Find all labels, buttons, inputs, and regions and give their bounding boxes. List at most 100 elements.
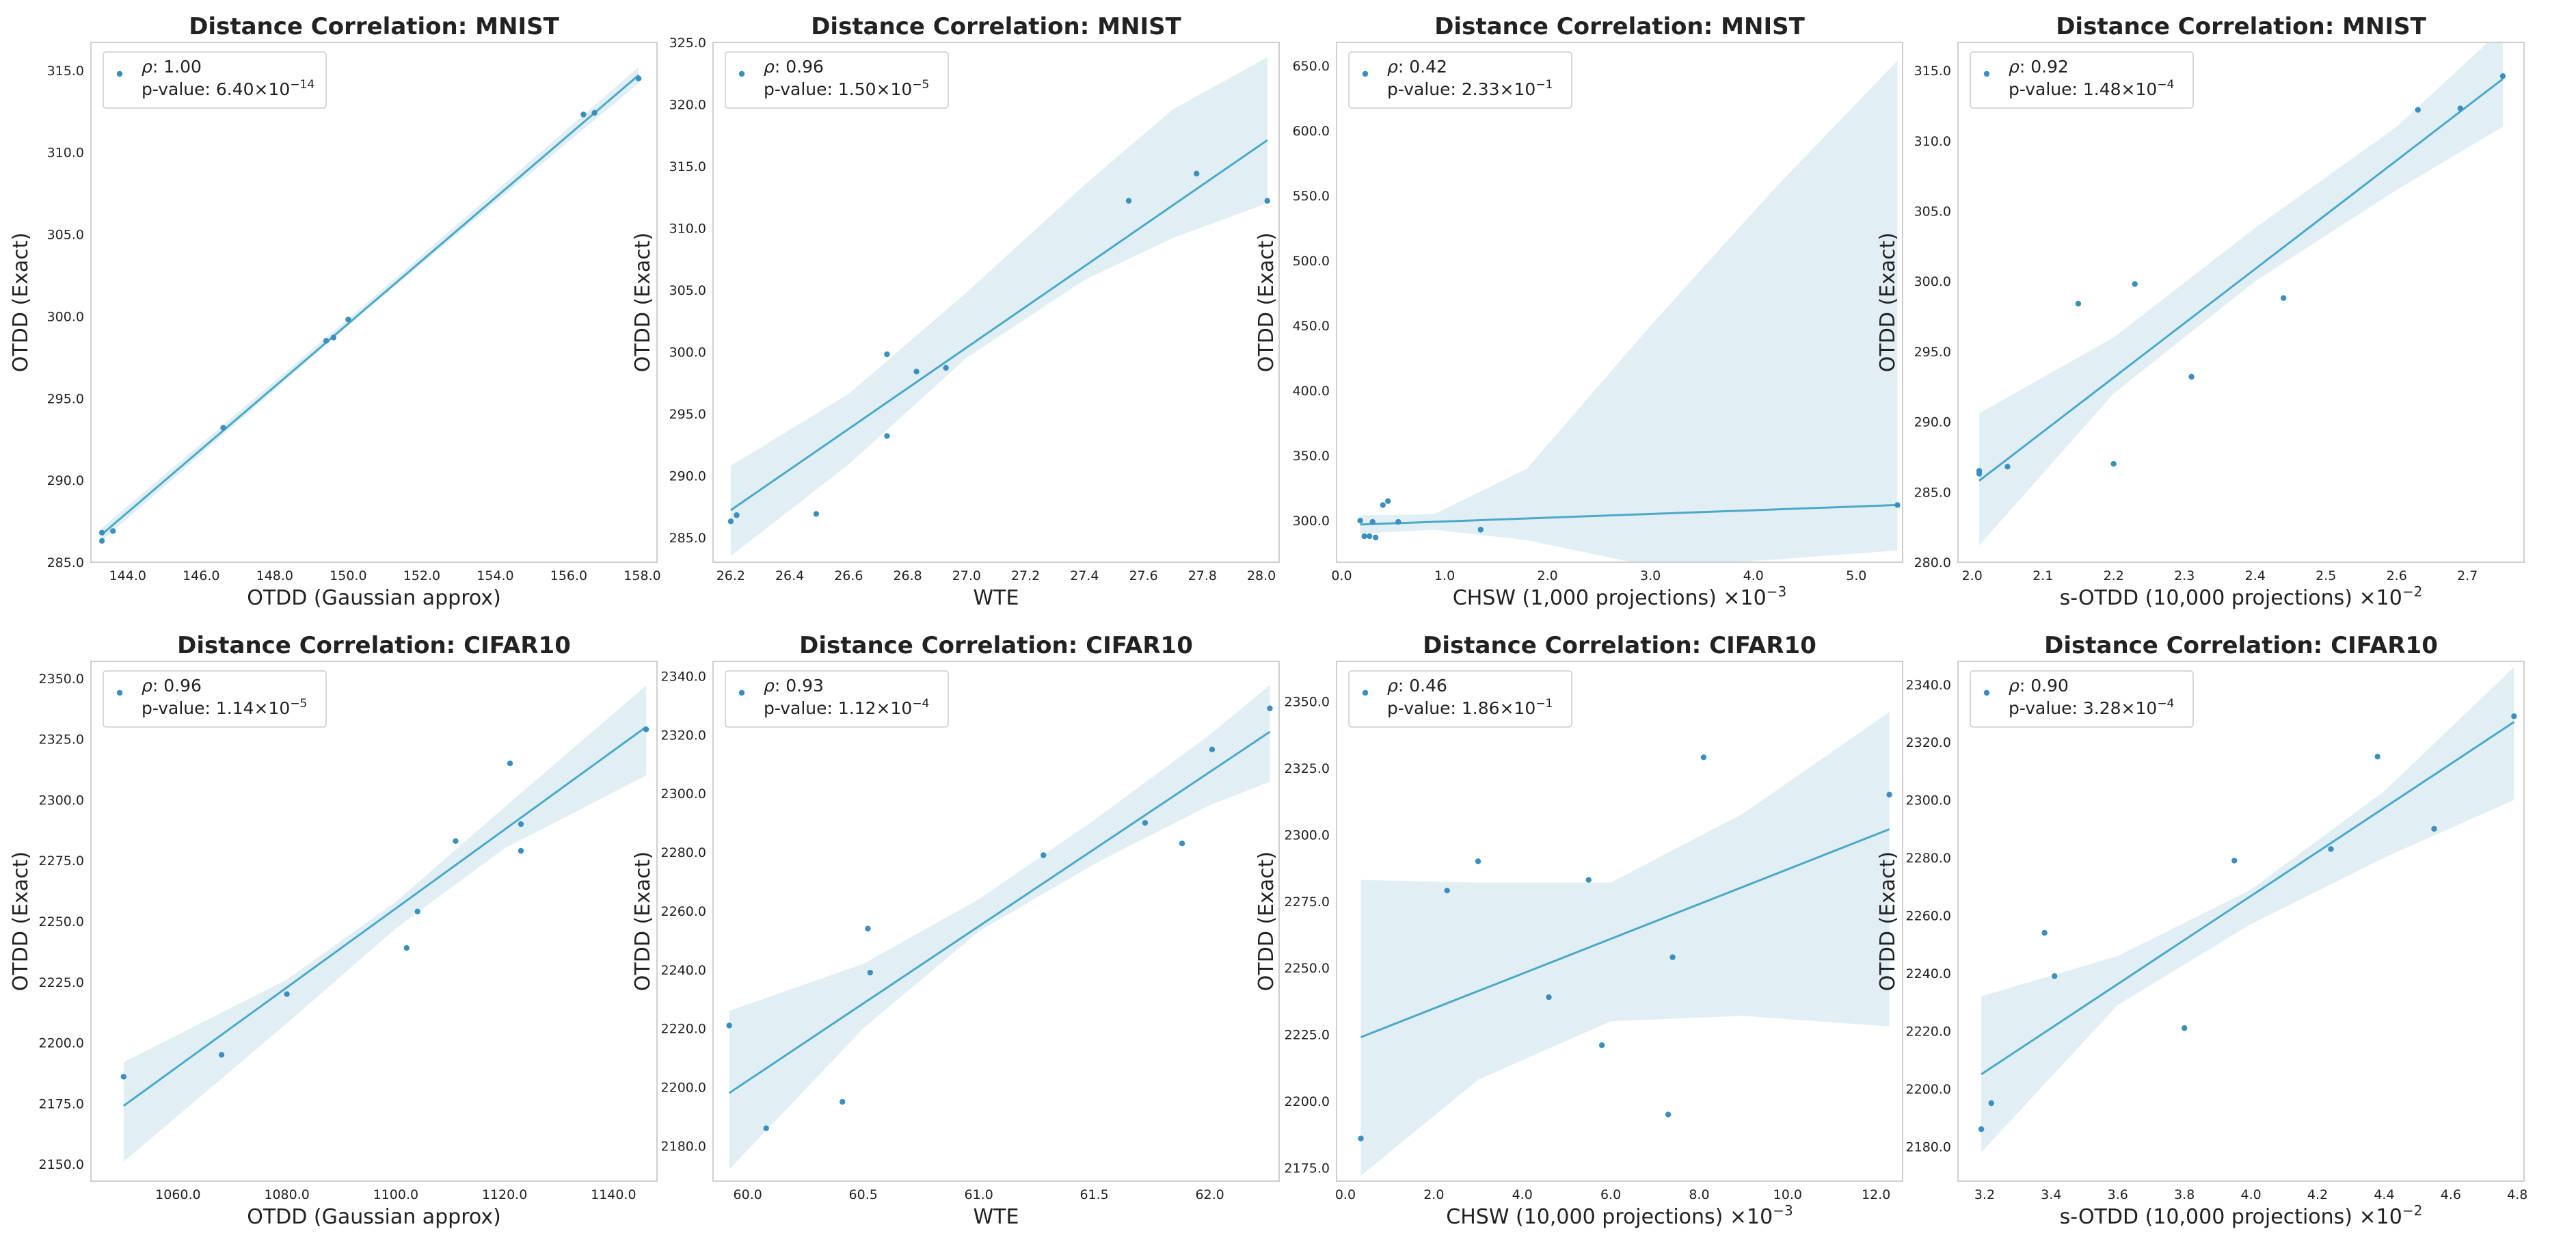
confidence-band	[1360, 60, 1898, 562]
data-point	[1886, 791, 1892, 798]
y-axis-label: OTDD (Exact)	[631, 851, 655, 991]
y-tick-label: 2300.0	[1285, 828, 1330, 843]
x-axis-label: OTDD (Gaussian approx)	[247, 1205, 501, 1229]
y-tick-label: 305.0	[47, 228, 84, 243]
legend-box	[725, 51, 949, 109]
y-tick-label: 2340.0	[661, 669, 706, 684]
data-point	[1598, 1042, 1605, 1048]
y-tick-label: 300.0	[47, 309, 84, 324]
data-point	[1179, 841, 1185, 847]
x-tick-label: 60.5	[849, 1187, 878, 1202]
pvalue-text: p-value: 6.40×10	[142, 79, 290, 99]
panel-2: 26.2 26.4 26.6 26.8 27.0 27.2 27.4 27.6 27.8 28.0…	[631, 13, 1280, 610]
x-axis-label-exponent: −2	[2402, 1202, 2422, 1219]
data-point	[1976, 468, 1983, 474]
data-point	[813, 511, 820, 517]
legend-marker	[1983, 689, 1990, 696]
y-tick-label: 320.0	[669, 97, 706, 112]
data-point	[884, 433, 890, 439]
legend: ρ: 0.96p-value: 1.50×10−5	[725, 51, 949, 109]
data-point	[403, 944, 410, 951]
y-tick-label: 295.0	[669, 407, 706, 422]
pvalue-exponent: −5	[290, 697, 307, 711]
x-tick-label: 4.4	[2374, 1187, 2394, 1202]
x-axis-label-text: CHSW (1,000 projections) ×10	[1453, 586, 1767, 610]
plot-frame	[1336, 42, 1903, 563]
pvalue-exponent: −4	[2157, 78, 2174, 92]
data-point	[98, 529, 105, 536]
x-tick-label: 27.0	[952, 568, 981, 583]
legend: ρ: 0.42p-value: 2.33×10−1	[1348, 51, 1572, 109]
legend-rho: ρ: 0.42	[1387, 57, 1447, 77]
y-tick-label: 285.0	[47, 555, 84, 570]
data-point	[2182, 1025, 2188, 1031]
plot-frame	[1336, 661, 1903, 1182]
legend-box	[1970, 51, 2194, 109]
legend: ρ: 1.00p-value: 6.40×10−14	[103, 51, 327, 109]
x-axis-label-text: CHSW (10,000 projections) ×10	[1446, 1205, 1773, 1229]
x-axis-label: s-OTDD (10,000 projections) ×10−2	[2060, 583, 2423, 610]
data-point	[330, 334, 337, 341]
plot-frame	[90, 661, 658, 1182]
plot-frame	[1957, 42, 2525, 563]
y-tick-label: 300.0	[669, 345, 706, 360]
regression-line	[101, 74, 640, 536]
data-point	[507, 760, 513, 767]
x-tick-label: 2.5	[2316, 568, 2336, 583]
legend-pvalue: p-value: 1.12×10−4	[764, 697, 929, 718]
chart-title: Distance Correlation: MNIST	[1434, 13, 1805, 40]
y-tick-label: 2180.0	[661, 1139, 706, 1154]
data-point	[727, 518, 734, 525]
y-tick-label: 290.0	[1914, 415, 1951, 430]
chart-title: Distance Correlation: CIFAR10	[2044, 632, 2438, 659]
legend-pvalue: p-value: 1.48×10−4	[2009, 78, 2174, 99]
y-axis-label: OTDD (Exact)	[9, 851, 33, 991]
data-point	[2041, 929, 2048, 936]
data-point	[1585, 877, 1592, 883]
x-tick-label: 1100.0	[373, 1187, 418, 1202]
x-tick-label: 2.1	[2032, 568, 2053, 583]
data-point	[734, 512, 740, 518]
x-tick-label: 2.3	[2174, 568, 2195, 583]
data-point	[1361, 533, 1367, 540]
legend-pvalue: p-value: 1.14×10−5	[142, 697, 307, 718]
data-point	[2511, 713, 2517, 719]
data-point	[2188, 373, 2195, 380]
plot-frame	[712, 661, 1280, 1182]
x-tick-label: 3.0	[1640, 568, 1661, 583]
y-tick-label: 2240.0	[1906, 966, 1951, 981]
data-point	[1373, 534, 1379, 541]
x-axis-label-text: s-OTDD (10,000 projections) ×10	[2060, 1205, 2402, 1229]
y-tick-label: 2300.0	[661, 787, 706, 802]
data-point	[1700, 754, 1707, 761]
data-point	[2374, 754, 2380, 760]
x-axis-label-exponent: −2	[2402, 583, 2422, 600]
rho-value: : 0.46	[1398, 676, 1447, 696]
y-tick-label: 310.0	[47, 146, 84, 161]
x-tick-label: 2.0	[1962, 568, 1983, 583]
pvalue-exponent: −5	[912, 78, 929, 92]
x-tick-label: 4.0	[2241, 1187, 2262, 1202]
legend-pvalue: p-value: 1.86×10−1	[1387, 697, 1553, 718]
data-point	[1041, 852, 1047, 858]
data-point	[218, 1052, 225, 1058]
regression-line	[122, 726, 647, 1107]
legend-pvalue: p-value: 2.33×10−1	[1387, 78, 1553, 99]
x-axis-label-text: WTE	[974, 586, 1019, 610]
confidence-band	[1360, 712, 1890, 1176]
x-tick-label: 0.0	[1335, 1187, 1356, 1202]
pvalue-text: p-value: 1.50×10	[764, 79, 912, 99]
x-tick-label: 8.0	[1689, 1187, 1709, 1202]
chart-title: Distance Correlation: CIFAR10	[1423, 632, 1816, 659]
x-tick-label: 3.8	[2174, 1187, 2195, 1202]
x-tick-label: 26.2	[716, 568, 745, 583]
y-tick-label: 350.0	[1293, 449, 1330, 464]
legend-pvalue: p-value: 3.28×10−4	[2009, 697, 2174, 718]
y-tick-label: 2350.0	[1285, 694, 1330, 709]
y-tick-label: 300.0	[1914, 274, 1951, 289]
y-tick-label: 2280.0	[1906, 851, 1951, 866]
x-axis-label: CHSW (10,000 projections) ×10−3	[1446, 1202, 1793, 1229]
x-tick-label: 26.4	[775, 568, 804, 583]
y-tick-label: 600.0	[1293, 124, 1330, 139]
